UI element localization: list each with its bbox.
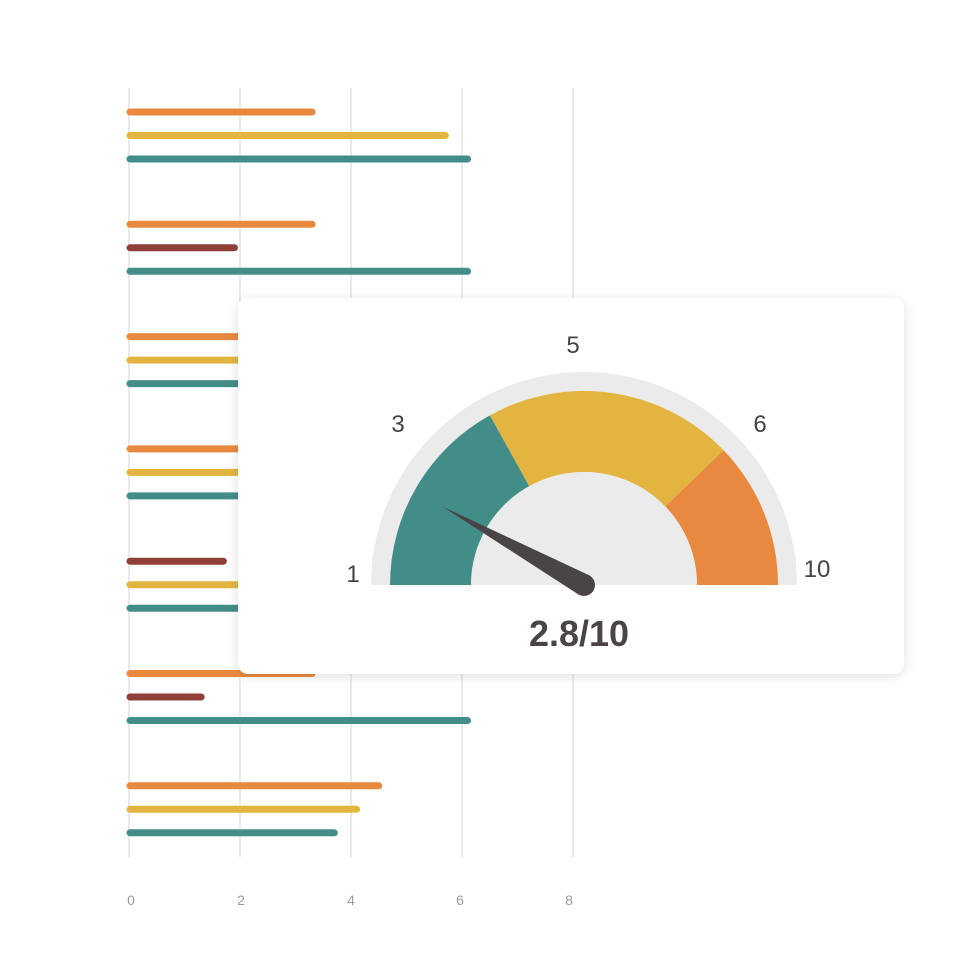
x-tick-label: 4 — [347, 892, 355, 908]
bar-group — [126, 333, 244, 388]
bar-group — [126, 557, 244, 612]
bar-group — [126, 220, 472, 275]
gauge-segment — [390, 415, 530, 585]
bar-group — [126, 670, 472, 724]
gauge-tick-label: 3 — [391, 411, 404, 438]
x-tick-label: 8 — [565, 892, 573, 908]
bar-group — [126, 782, 383, 837]
x-tick-label: 6 — [456, 892, 464, 908]
gauge — [371, 372, 797, 596]
gauge-needle — [442, 506, 595, 596]
bar-chart: 0 2 4 6 8 — [126, 88, 574, 908]
gauge-tick-label: 5 — [566, 332, 579, 359]
bar-group — [126, 445, 244, 500]
x-axis-ticks: 0 2 4 6 8 — [127, 892, 573, 908]
bar-group — [126, 108, 472, 163]
gauge-segment — [665, 450, 778, 585]
x-tick-label: 0 — [127, 892, 135, 908]
x-tick-label: 2 — [237, 892, 245, 908]
gauge-segment — [489, 390, 724, 507]
bar-series — [126, 108, 472, 837]
gauge-score-label: 2.8/10 — [529, 613, 629, 654]
gauge-segments — [390, 390, 778, 585]
gauge-card: 1 3 5 6 10 2.8/10 — [238, 298, 904, 674]
needle-hub — [573, 574, 595, 596]
gauge-tick-label: 6 — [753, 411, 766, 438]
gauge-tick-label: 10 — [804, 556, 831, 583]
needle-pointer — [442, 506, 590, 595]
gauge-tick-label: 1 — [346, 561, 359, 588]
